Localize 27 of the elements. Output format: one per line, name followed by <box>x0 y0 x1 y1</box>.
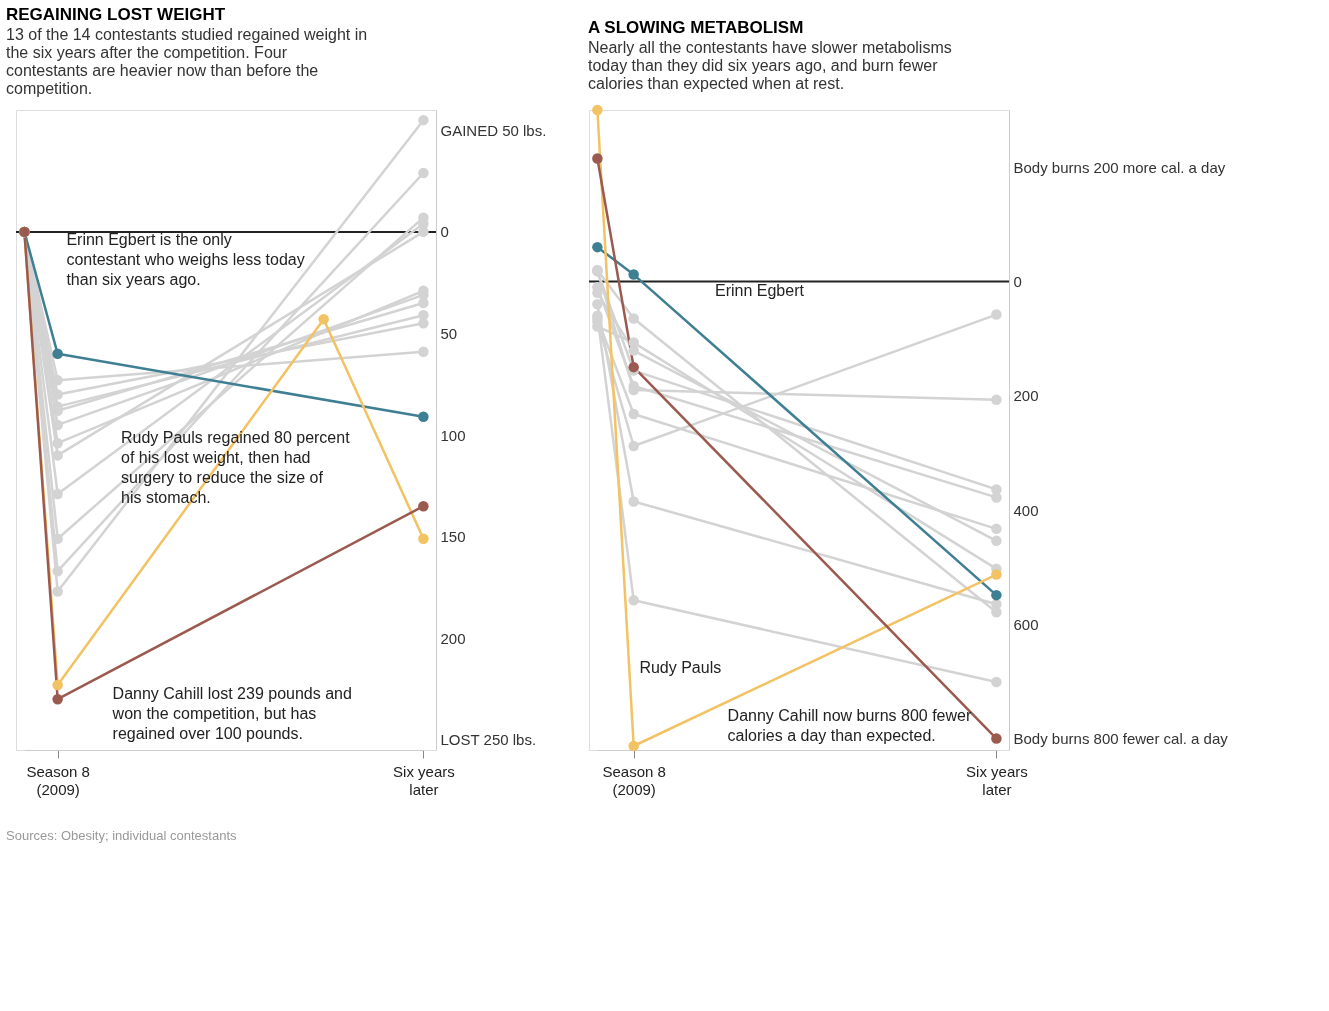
annotation: Danny Cahill now burns 800 fewer calories a day than expected. <box>727 707 972 745</box>
y-tick-label: 200 <box>1013 387 1039 405</box>
annotation: Rudy Pauls <box>639 659 722 677</box>
y-tick-label: 0 <box>1013 272 1022 290</box>
x-tick-label: Six years later <box>393 762 455 798</box>
y-tick-label: Body burns 200 more cal. a day <box>1013 158 1226 176</box>
y-tick-label: LOST 250 lbs. <box>440 731 537 749</box>
y-tick-label: 200 <box>440 629 466 647</box>
y-tick-label: 400 <box>1013 501 1039 519</box>
annotation: Danny Cahill lost 239 pounds and won the competition, but has regained over 100 pounds. <box>111 685 352 742</box>
chart-title: REGAINING LOST WEIGHT <box>6 5 226 24</box>
chart-subtitle: 13 of the 14 contestants studied regained weight in the six years after the competition. Four contestants are heavier now than before the competition. <box>6 26 368 97</box>
y-tick-label: Body burns 800 fewer cal. a day <box>1013 730 1229 748</box>
y-tick-label: 0 <box>440 223 449 241</box>
y-tick-label: 150 <box>440 528 466 546</box>
y-tick-label: 50 <box>440 324 458 342</box>
x-tick-label: Season 8 (2009) <box>26 762 90 798</box>
chart-subtitle: Nearly all the contestants have slower metabolisms today than they did six years ago, and burn fewer calories than expected when at rest. <box>588 38 952 92</box>
x-tick-label: Six years later <box>966 762 1028 798</box>
source-note: Sources: Obesity; individual contestants <box>6 828 238 843</box>
y-tick-label: GAINED 50 lbs. <box>440 121 547 139</box>
annotation: Erinn Egbert is the only contestant who weighs less today than six years ago. <box>66 230 305 288</box>
chart-title: A SLOWING METABOLISM <box>588 17 804 37</box>
annotation: Erinn Egbert <box>715 281 805 299</box>
y-tick-label: 100 <box>440 426 466 444</box>
x-tick-label: Season 8 (2009) <box>602 762 666 798</box>
y-tick-label: 600 <box>1013 615 1039 633</box>
